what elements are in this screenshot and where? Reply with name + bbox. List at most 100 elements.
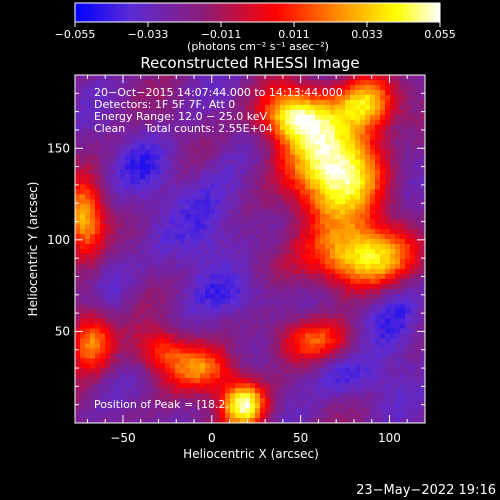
heatmap-cell [325, 258, 331, 265]
heatmap-cell [305, 109, 311, 116]
heatmap-cell [205, 209, 211, 215]
heatmap-cell [150, 149, 156, 155]
heatmap-cell [360, 89, 366, 96]
heatmap-cell [110, 278, 116, 285]
heatmap-cell [95, 313, 101, 319]
heatmap-cell [95, 403, 101, 409]
heatmap-cell [405, 109, 411, 116]
heatmap-cell [225, 249, 231, 255]
heatmap-cell [115, 318, 121, 324]
heatmap-cell [275, 239, 281, 245]
heatmap-cell [95, 388, 101, 394]
heatmap-cell [330, 174, 336, 180]
heatmap-cell [235, 194, 241, 200]
heatmap-cell [170, 94, 176, 101]
heatmap-cell [370, 169, 376, 175]
heatmap-cell [100, 303, 106, 310]
heatmap-cell [185, 308, 191, 315]
heatmap-cell [250, 293, 256, 300]
heatmap-cell [115, 338, 121, 344]
heatmap-cell [270, 244, 276, 250]
heatmap-cell [410, 109, 416, 116]
heatmap-cell [195, 363, 201, 369]
heatmap-cell [135, 109, 141, 116]
heatmap-cell [245, 303, 251, 310]
heatmap-cell [410, 139, 416, 145]
heatmap-cell [395, 244, 401, 250]
heatmap-cell [385, 273, 391, 280]
heatmap-cell [195, 278, 201, 285]
heatmap-cell [130, 224, 136, 230]
heatmap-cell [400, 418, 406, 423]
heatmap-cell [145, 333, 151, 339]
heatmap-cell [100, 189, 106, 195]
heatmap-cell [255, 79, 261, 86]
heatmap-cell [225, 244, 231, 250]
heatmap-cell [280, 283, 286, 290]
heatmap-cell [155, 328, 161, 334]
heatmap-cell [290, 368, 296, 374]
heatmap-cell [360, 134, 366, 141]
heatmap-cell [110, 204, 116, 210]
heatmap-cell [75, 393, 81, 399]
heatmap-cell [155, 293, 161, 300]
heatmap-cell [130, 169, 136, 175]
heatmap-cell [100, 199, 106, 205]
heatmap-cell [315, 288, 321, 295]
heatmap-cell [90, 244, 96, 250]
heatmap-cell [85, 288, 91, 295]
heatmap-cell [80, 393, 86, 399]
heatmap-cell [150, 333, 156, 339]
heatmap-cell [365, 194, 371, 200]
heatmap-cell [345, 338, 351, 344]
heatmap-cell [245, 343, 251, 349]
heatmap-cell [200, 268, 206, 275]
heatmap-cell [410, 313, 416, 319]
heatmap-cell [75, 398, 81, 404]
heatmap-cell [225, 293, 231, 300]
heatmap-cell [95, 184, 101, 190]
heatmap-cell [290, 154, 296, 160]
heatmap-cell [135, 363, 141, 369]
heatmap-cell [260, 308, 266, 315]
heatmap-cell [155, 94, 161, 101]
heatmap-cell [380, 199, 386, 205]
heatmap-cell [180, 129, 186, 136]
heatmap-cell [280, 308, 286, 315]
heatmap-cell [150, 373, 156, 379]
heatmap-cell [365, 418, 371, 423]
heatmap-cell [340, 318, 346, 324]
heatmap-cell [75, 268, 81, 275]
heatmap-cell [125, 293, 131, 300]
heatmap-cell [295, 89, 301, 96]
heatmap-cell [295, 373, 301, 379]
heatmap-cell [215, 104, 221, 111]
heatmap-cell [335, 388, 341, 394]
heatmap-cell [385, 418, 391, 423]
heatmap-cell [195, 298, 201, 305]
heatmap-cell [190, 119, 196, 126]
heatmap-cell [185, 94, 191, 101]
heatmap-cell [170, 199, 176, 205]
heatmap-cell [355, 114, 361, 121]
heatmap-cell [275, 114, 281, 121]
heatmap-cell [220, 134, 226, 141]
heatmap-cell [210, 79, 216, 86]
heatmap-cell [380, 99, 386, 106]
heatmap-cell [280, 239, 286, 245]
heatmap-cell [415, 353, 421, 359]
heatmap-cell [215, 89, 221, 96]
heatmap-cell [135, 174, 141, 180]
heatmap-cell [310, 134, 316, 141]
heatmap-cell [330, 313, 336, 319]
heatmap-cell [115, 169, 121, 175]
heatmap-cell [335, 109, 341, 116]
heatmap-cell [370, 383, 376, 389]
heatmap-cell [270, 209, 276, 215]
heatmap-cell [115, 278, 121, 285]
heatmap-cell [130, 308, 136, 315]
heatmap-cell [350, 378, 356, 384]
heatmap-cell [110, 403, 116, 409]
heatmap-cell [195, 174, 201, 180]
heatmap-cell [225, 234, 231, 240]
